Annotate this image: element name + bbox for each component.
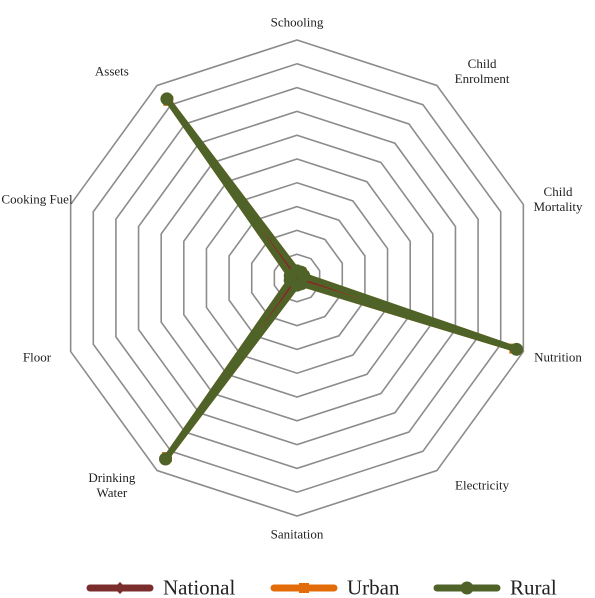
- legend-label: Urban: [347, 575, 400, 598]
- series-line: [162, 95, 520, 462]
- grid-ring: [137, 110, 457, 446]
- grid-ring: [250, 229, 344, 327]
- series-point: [160, 92, 174, 106]
- legend-label: Rural: [510, 575, 557, 598]
- axis-label: Child Enrolment: [454, 55, 510, 86]
- axis-label: Electricity: [455, 477, 510, 493]
- legend-marker: [299, 583, 309, 593]
- grid-ring: [273, 253, 321, 303]
- grid-ring: [92, 62, 502, 494]
- grid-ring: [69, 39, 525, 517]
- grid-ring: [228, 205, 366, 351]
- axis-label: Assets: [94, 63, 129, 79]
- axis-label: Floor: [22, 349, 52, 365]
- axis-label: Nutrition: [534, 349, 582, 365]
- series-point: [510, 342, 524, 356]
- axis-label: Child Mortality: [533, 183, 583, 214]
- grid-ring: [205, 181, 389, 375]
- legend-marker: [460, 581, 474, 595]
- axis-label: Drinking Water: [88, 470, 136, 501]
- legend-label: National: [163, 575, 236, 598]
- grid-ring: [115, 86, 479, 470]
- grid-ring: [160, 134, 434, 422]
- legend-marker: [114, 582, 126, 594]
- series-point: [283, 269, 297, 283]
- series-point: [159, 452, 173, 466]
- axis-label: Schooling: [270, 14, 324, 30]
- axis-label: Cooking Fuel: [1, 191, 73, 207]
- grid-ring: [183, 158, 411, 398]
- axis-label: Sanitation: [270, 526, 324, 542]
- series-line: [163, 97, 518, 461]
